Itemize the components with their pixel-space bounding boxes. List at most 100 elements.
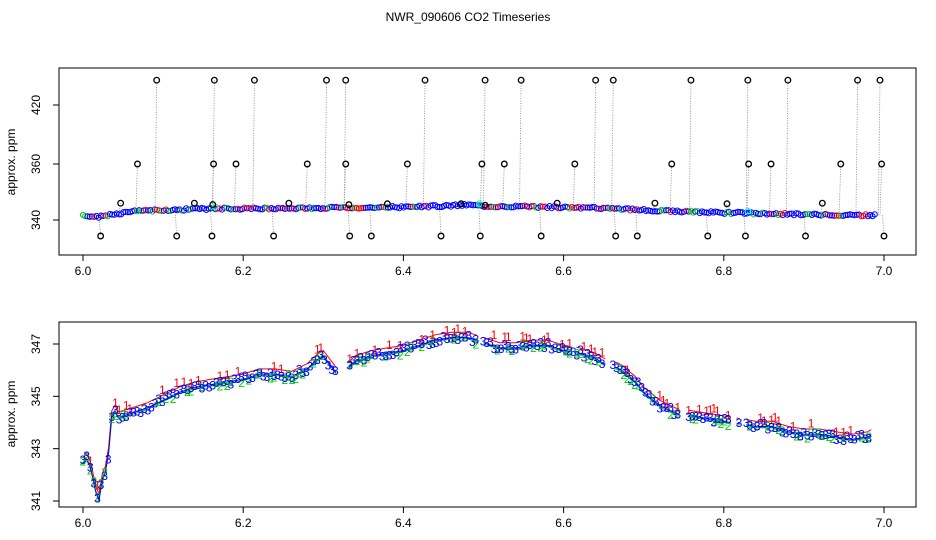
y-axis-label: approx. ppm (4, 129, 18, 196)
spike-connector (725, 203, 728, 213)
series-point-2: 2 (689, 412, 696, 426)
series-point-1: 1 (235, 364, 242, 378)
series-point-3: 3 (260, 370, 267, 384)
spike-connector (174, 209, 178, 237)
spike-connector (305, 163, 308, 209)
series-point-1: 1 (429, 328, 436, 342)
series-point-1: 1 (505, 330, 512, 344)
spike-connector (423, 80, 426, 207)
series-point-2: 2 (494, 344, 501, 358)
series-point-1: 1 (710, 402, 717, 416)
highlight-point (744, 207, 752, 215)
series-point-3: 3 (116, 412, 123, 426)
series-point-2: 2 (310, 357, 317, 371)
series-line-2 (483, 343, 571, 354)
baseline-point (833, 212, 840, 219)
series-line-3 (736, 422, 740, 425)
series-point-2: 2 (718, 417, 725, 431)
series-point-1: 1 (188, 376, 195, 390)
series-point-2: 2 (213, 376, 220, 390)
series-point-3: 3 (714, 412, 721, 426)
spike-point (346, 232, 354, 240)
baseline-point (582, 204, 589, 211)
series-point-1: 1 (768, 413, 775, 427)
spike-point (784, 76, 792, 84)
series-point-2: 2 (862, 432, 869, 446)
series-point-1: 1 (451, 325, 458, 339)
spike-point (303, 160, 311, 168)
series-point-2: 2 (123, 409, 130, 423)
series-point-3: 3 (242, 369, 249, 383)
series-point-3: 3 (134, 405, 141, 419)
y-tick-label: 347 (29, 334, 43, 354)
series-point-2: 2 (530, 341, 537, 355)
series-point-1: 1 (491, 328, 498, 342)
series-point-2: 2 (361, 356, 368, 370)
baseline-point (611, 205, 618, 212)
spike-point (173, 232, 181, 240)
series-point-2: 2 (292, 372, 299, 386)
series-point-2: 2 (451, 333, 458, 347)
series-point-1: 1 (725, 408, 732, 422)
series-point-3: 3 (382, 349, 389, 363)
series-point-3: 3 (98, 478, 105, 492)
series-point-3: 3 (364, 350, 371, 364)
series-point-1: 1 (462, 324, 469, 338)
baseline-point (831, 212, 838, 219)
series-point-3: 3 (238, 370, 245, 384)
series-point-2: 2 (245, 373, 252, 387)
series-point-3: 3 (761, 417, 768, 431)
series-point-2: 2 (462, 331, 469, 345)
spike-connector (669, 163, 673, 212)
series-point-3: 3 (224, 374, 231, 388)
series-point-2: 2 (289, 373, 296, 387)
series-point-3: 3 (721, 411, 728, 425)
spike-point (633, 232, 641, 240)
baseline-point (593, 205, 600, 212)
series-point-3: 3 (703, 411, 710, 425)
series-point-1: 1 (527, 332, 534, 346)
series-point-3: 3 (173, 388, 180, 402)
spike-point (723, 200, 731, 208)
series-point-3: 3 (184, 383, 191, 397)
series-point-3: 3 (141, 402, 148, 416)
series-point-3: 3 (440, 330, 447, 344)
series-point-1: 1 (833, 425, 840, 439)
series-line-1 (82, 349, 337, 497)
series-point-3: 3 (278, 369, 285, 383)
series-point-2: 2 (628, 374, 635, 388)
x-tick-label: 7.0 (876, 264, 893, 278)
series-point-3: 3 (375, 345, 382, 359)
spike-point (97, 232, 105, 240)
series-point-1: 1 (346, 352, 353, 366)
x-tick-label: 6.4 (395, 516, 412, 530)
series-point-2: 2 (220, 376, 227, 390)
baseline-point (802, 211, 809, 218)
spike-point (210, 76, 218, 84)
series-point-2: 2 (87, 464, 94, 478)
series-point-3: 3 (350, 353, 357, 367)
spike-point (687, 76, 695, 84)
series-point-3: 3 (170, 386, 177, 400)
series-line-2 (576, 353, 606, 366)
series-point-2: 2 (793, 429, 800, 443)
series-point-3: 3 (105, 452, 112, 466)
series-point-3: 3 (83, 449, 90, 463)
series-point-3: 3 (310, 354, 317, 368)
series-point-1: 1 (112, 396, 119, 410)
series-point-2: 2 (300, 367, 307, 381)
series-point-3: 3 (289, 371, 296, 385)
series-point-3: 3 (545, 335, 552, 349)
spike-point (744, 76, 752, 84)
spike-point (285, 199, 293, 207)
series-line-3 (483, 342, 571, 353)
series-point-2: 2 (631, 378, 638, 392)
series-point-2: 2 (346, 358, 353, 372)
series-point-3: 3 (274, 368, 281, 382)
series-point-1: 1 (581, 339, 588, 353)
series-point-2: 2 (595, 355, 602, 369)
x-tick-label: 6.0 (75, 264, 92, 278)
series-point-2: 2 (98, 477, 105, 491)
series-line-1 (614, 361, 679, 410)
series-point-2: 2 (238, 376, 245, 390)
